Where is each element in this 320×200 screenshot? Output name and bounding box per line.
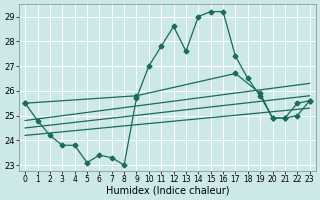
X-axis label: Humidex (Indice chaleur): Humidex (Indice chaleur)	[106, 186, 229, 196]
